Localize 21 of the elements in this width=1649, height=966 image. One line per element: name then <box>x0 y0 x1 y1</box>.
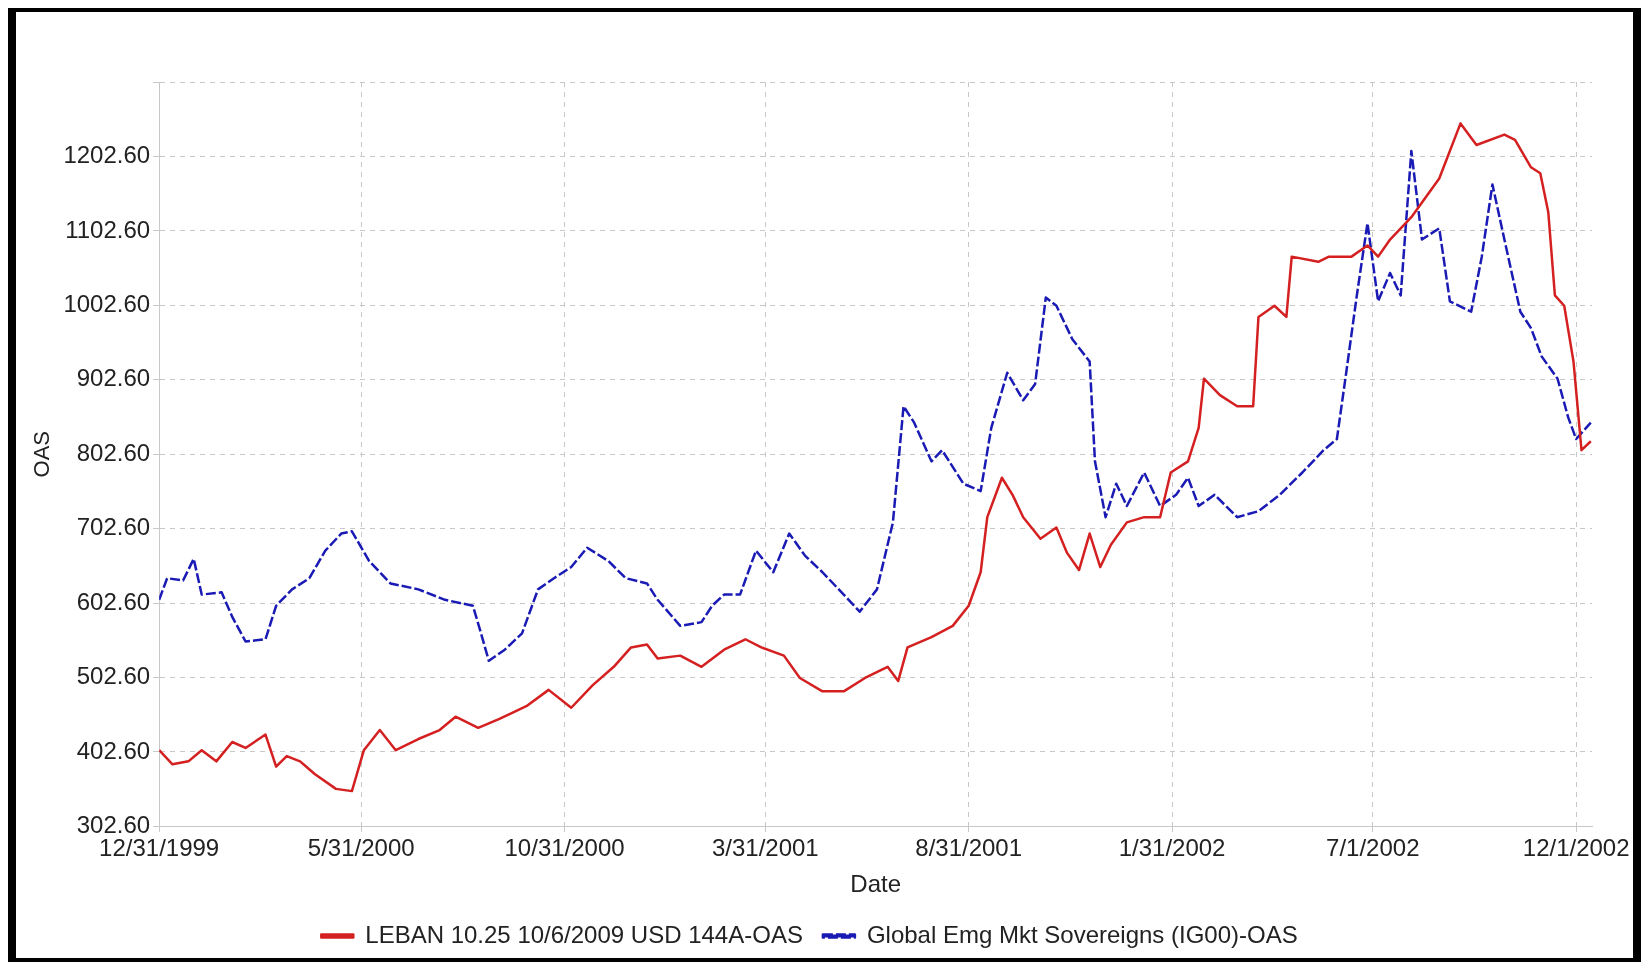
y-tick-label: 902.60 <box>76 364 151 392</box>
legend-label: Global Emg Mkt Sovereigns (IG00)-OAS <box>866 920 1298 948</box>
y-tick-label: 502.60 <box>76 662 151 690</box>
y-tick-label: 602.60 <box>76 587 151 615</box>
y-tick-label: 1102.60 <box>65 215 151 243</box>
x-tick-label: 8/31/2001 <box>915 834 1023 862</box>
y-tick-label: 402.60 <box>76 736 151 764</box>
line-series <box>159 149 1593 663</box>
y-axis-title: OAS <box>29 430 55 478</box>
y-tick-label: 1202.60 <box>63 141 151 169</box>
y-tick-label: 1002.60 <box>63 289 151 317</box>
x-tick-label: 10/31/2000 <box>504 834 625 862</box>
x-tick-label: 5/31/2000 <box>307 834 415 862</box>
y-tick-label: 802.60 <box>76 438 151 466</box>
x-tick-label: 3/31/2001 <box>711 834 819 862</box>
x-tick-label: 12/1/2002 <box>1522 834 1630 862</box>
y-tick-label: 702.60 <box>76 513 151 541</box>
x-axis-title: Date <box>850 870 901 898</box>
x-tick-label: 1/31/2002 <box>1118 834 1226 862</box>
x-tick-label: 7/1/2002 <box>1326 834 1420 862</box>
legend-label: LEBAN 10.25 10/6/2009 USD 144A-OAS <box>365 920 803 948</box>
